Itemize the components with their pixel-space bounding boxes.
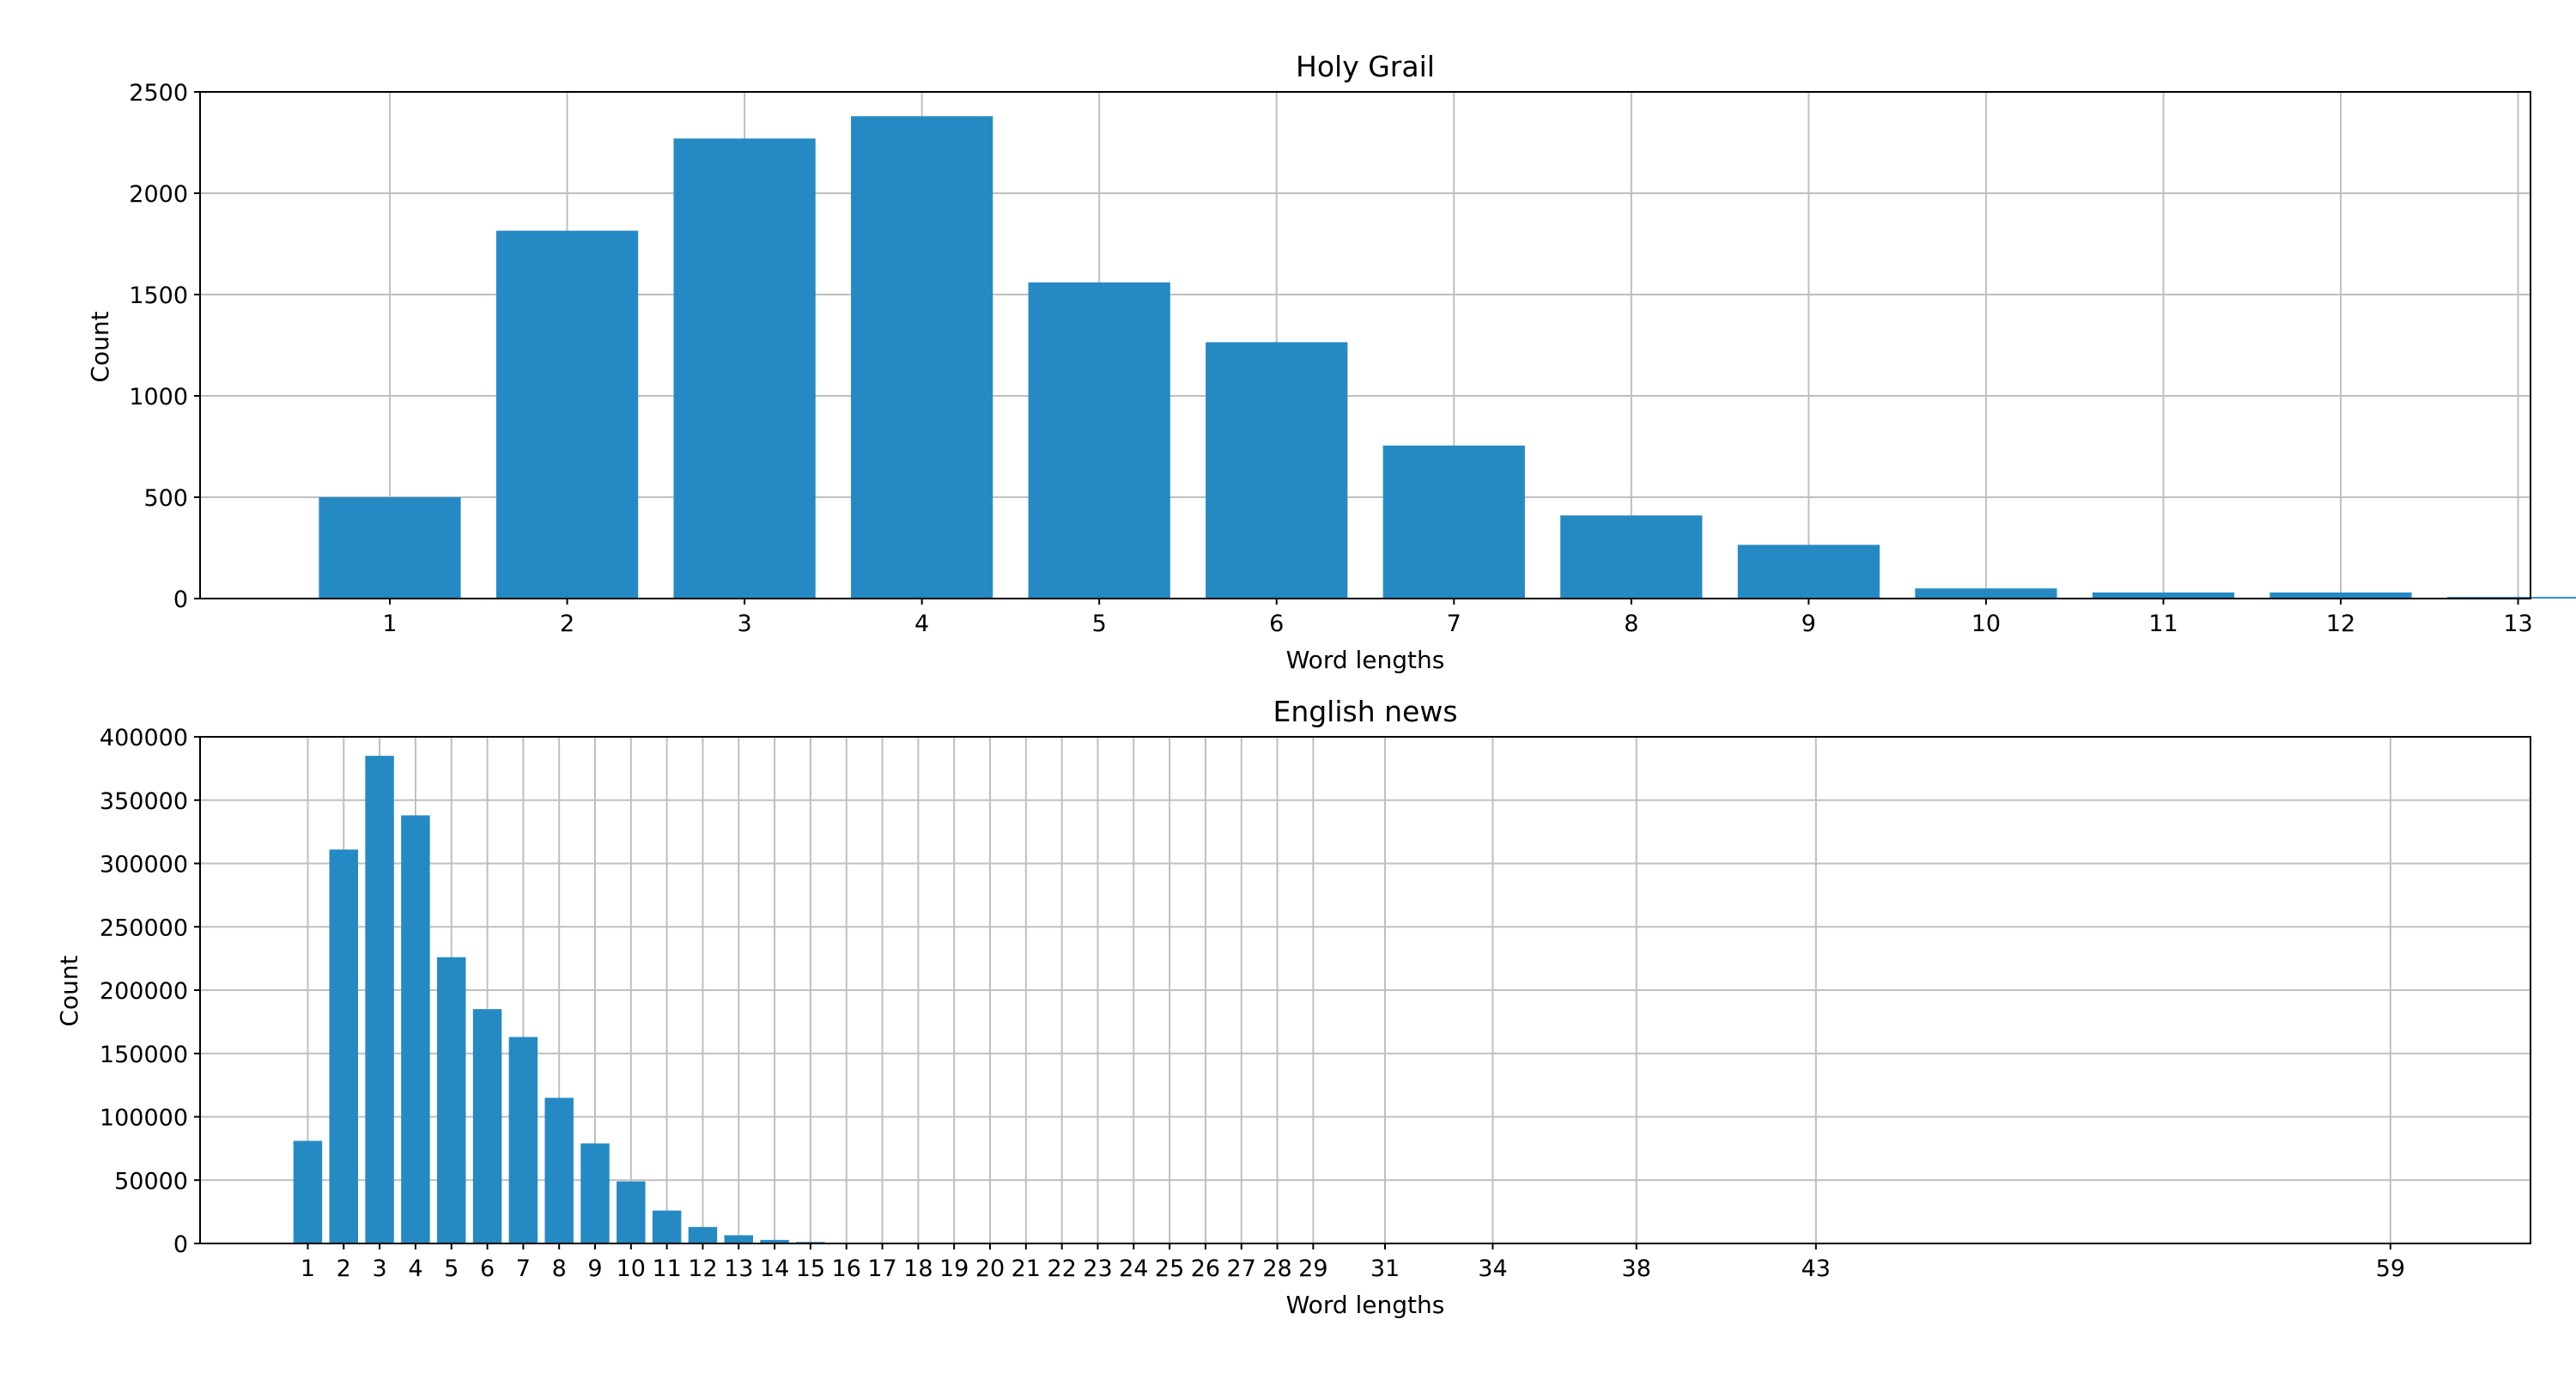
x-tick-label: 22: [1047, 1255, 1076, 1282]
y-tick-label: 200000: [100, 978, 188, 1005]
y-tick-label: 250000: [100, 915, 188, 941]
x-tick-label: 12: [2326, 611, 2355, 637]
x-axis-label: Word lengths: [1286, 1291, 1445, 1319]
bar: [319, 497, 461, 599]
bar: [1560, 515, 1703, 599]
y-tick-label: 50000: [114, 1168, 188, 1195]
x-tick-label: 15: [796, 1255, 825, 1282]
bar: [495, 230, 639, 599]
holy-grail-panel: Holy Grail Count Word lengths 0500100015…: [86, 50, 2576, 674]
x-tick-label: 27: [1227, 1255, 1256, 1282]
bar: [2269, 592, 2412, 599]
bar: [617, 1181, 646, 1243]
x-tick-label: 20: [975, 1255, 1005, 1282]
x-tick-label: 23: [1083, 1255, 1112, 1282]
x-tick-label: 7: [1447, 611, 1461, 637]
x-tick-label: 3: [737, 611, 751, 637]
x-tick-label: 10: [1971, 611, 2001, 637]
x-tick-label: 11: [2148, 611, 2178, 637]
y-tick-label: 400000: [100, 725, 188, 751]
x-tick-label: 13: [724, 1255, 753, 1282]
chart-title: English news: [1273, 695, 1457, 728]
bar: [401, 815, 430, 1243]
x-axis-label: Word lengths: [1286, 646, 1445, 674]
y-tick-label: 2500: [129, 80, 188, 106]
x-tick-label: 25: [1155, 1255, 1184, 1282]
x-tick-label: 1: [301, 1255, 315, 1282]
x-tick-label: 14: [760, 1255, 789, 1282]
x-tick-label: 11: [652, 1255, 681, 1282]
y-tick-label: 2000: [129, 181, 188, 208]
bar: [760, 1239, 789, 1243]
x-tick-label: 2: [560, 611, 574, 637]
bar: [329, 849, 358, 1243]
x-tick-label: 21: [1012, 1255, 1041, 1282]
x-tick-label: 28: [1262, 1255, 1291, 1282]
x-tick-label: 2: [337, 1255, 351, 1282]
bar: [1382, 445, 1525, 599]
x-tick-label: 5: [1092, 611, 1107, 637]
x-tick-label: 43: [1801, 1255, 1831, 1282]
y-tick-label: 1500: [129, 283, 188, 309]
x-tick-label: 8: [1624, 611, 1638, 637]
x-tick-label: 12: [688, 1255, 717, 1282]
bar: [851, 116, 993, 599]
x-tick-label: 4: [914, 611, 929, 637]
x-tick-label: 6: [480, 1255, 495, 1282]
y-tick-label: 150000: [100, 1042, 188, 1068]
x-tick-label: 16: [832, 1255, 861, 1282]
x-tick-label: 7: [516, 1255, 531, 1282]
x-tick-label: 13: [2503, 611, 2532, 637]
y-tick-label: 0: [173, 587, 188, 613]
bar: [365, 756, 394, 1243]
x-tick-label: 1: [382, 611, 397, 637]
bar: [1028, 282, 1170, 599]
x-tick-label: 31: [1370, 1255, 1400, 1282]
x-tick-label: 17: [867, 1255, 896, 1282]
bar: [544, 1097, 574, 1243]
x-tick-label: 9: [587, 1255, 602, 1282]
bar: [472, 1009, 502, 1243]
x-tick-label: 26: [1191, 1255, 1220, 1282]
y-tick-label: 1000: [129, 384, 188, 410]
x-tick-label: 8: [552, 1255, 567, 1282]
x-tick-label: 19: [939, 1255, 969, 1282]
x-tick-label: 34: [1478, 1255, 1507, 1282]
bar: [1206, 342, 1348, 599]
bar: [1737, 544, 1880, 599]
x-tick-label: 4: [408, 1255, 422, 1282]
x-tick-label: 3: [372, 1255, 386, 1282]
bar: [1915, 588, 2057, 599]
bar: [293, 1140, 323, 1243]
bar: [437, 957, 466, 1243]
y-axis-label: Count: [55, 955, 83, 1026]
plot-frame: [199, 91, 2531, 599]
y-tick-label: 350000: [100, 788, 188, 815]
bar: [724, 1235, 753, 1243]
bar: [580, 1143, 610, 1243]
y-tick-label: 300000: [100, 852, 188, 879]
x-tick-label: 38: [1622, 1255, 1651, 1282]
y-tick-label: 100000: [100, 1105, 188, 1132]
x-tick-label: 6: [1269, 611, 1284, 637]
bar: [688, 1226, 718, 1243]
x-tick-label: 24: [1119, 1255, 1148, 1282]
y-tick-label: 500: [143, 485, 188, 512]
bar: [673, 138, 816, 599]
y-tick-label: 0: [173, 1231, 188, 1258]
chart-title: Holy Grail: [1296, 50, 1435, 83]
english-news-panel: English news Count Word lengths 0 50000 10…: [55, 695, 2531, 1319]
x-tick-label: 10: [617, 1255, 646, 1282]
x-tick-label: 9: [1801, 611, 1816, 637]
bar: [2092, 592, 2235, 599]
bar: [652, 1210, 682, 1243]
y-axis-label: Count: [86, 311, 114, 382]
x-tick-label: 59: [2376, 1255, 2405, 1282]
x-tick-label: 5: [444, 1255, 459, 1282]
x-tick-label: 29: [1298, 1255, 1327, 1282]
bar: [508, 1037, 538, 1243]
x-tick-label: 18: [903, 1255, 933, 1282]
